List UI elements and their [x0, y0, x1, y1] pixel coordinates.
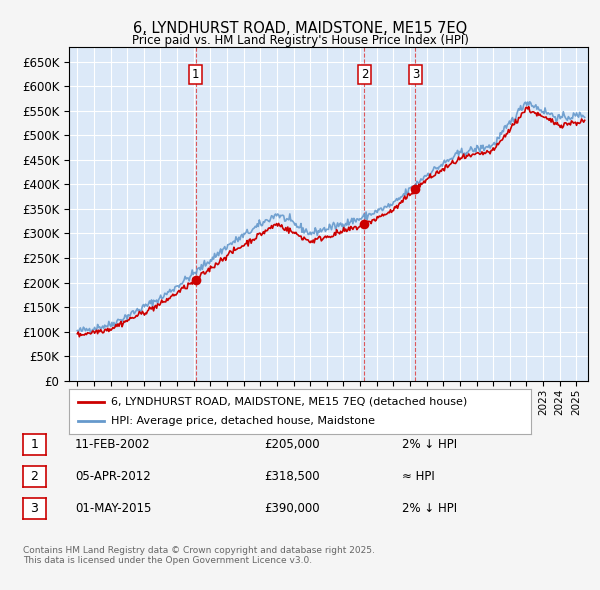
Text: 6, LYNDHURST ROAD, MAIDSTONE, ME15 7EQ (detached house): 6, LYNDHURST ROAD, MAIDSTONE, ME15 7EQ (…: [110, 397, 467, 407]
Text: ≈ HPI: ≈ HPI: [402, 470, 435, 483]
Text: HPI: Average price, detached house, Maidstone: HPI: Average price, detached house, Maid…: [110, 417, 374, 426]
Text: Contains HM Land Registry data © Crown copyright and database right 2025.
This d: Contains HM Land Registry data © Crown c…: [23, 546, 374, 565]
Text: 1: 1: [30, 438, 38, 451]
Text: 2: 2: [30, 470, 38, 483]
Text: 3: 3: [30, 502, 38, 515]
Text: 2: 2: [361, 68, 368, 81]
Text: 2% ↓ HPI: 2% ↓ HPI: [402, 502, 457, 515]
Text: Price paid vs. HM Land Registry's House Price Index (HPI): Price paid vs. HM Land Registry's House …: [131, 34, 469, 47]
Text: 1: 1: [192, 68, 199, 81]
Text: £390,000: £390,000: [264, 502, 320, 515]
Text: 3: 3: [412, 68, 419, 81]
Text: 01-MAY-2015: 01-MAY-2015: [75, 502, 151, 515]
Text: 11-FEB-2002: 11-FEB-2002: [75, 438, 151, 451]
Text: £318,500: £318,500: [264, 470, 320, 483]
Text: £205,000: £205,000: [264, 438, 320, 451]
Text: 6, LYNDHURST ROAD, MAIDSTONE, ME15 7EQ: 6, LYNDHURST ROAD, MAIDSTONE, ME15 7EQ: [133, 21, 467, 36]
Text: 05-APR-2012: 05-APR-2012: [75, 470, 151, 483]
Text: 2% ↓ HPI: 2% ↓ HPI: [402, 438, 457, 451]
